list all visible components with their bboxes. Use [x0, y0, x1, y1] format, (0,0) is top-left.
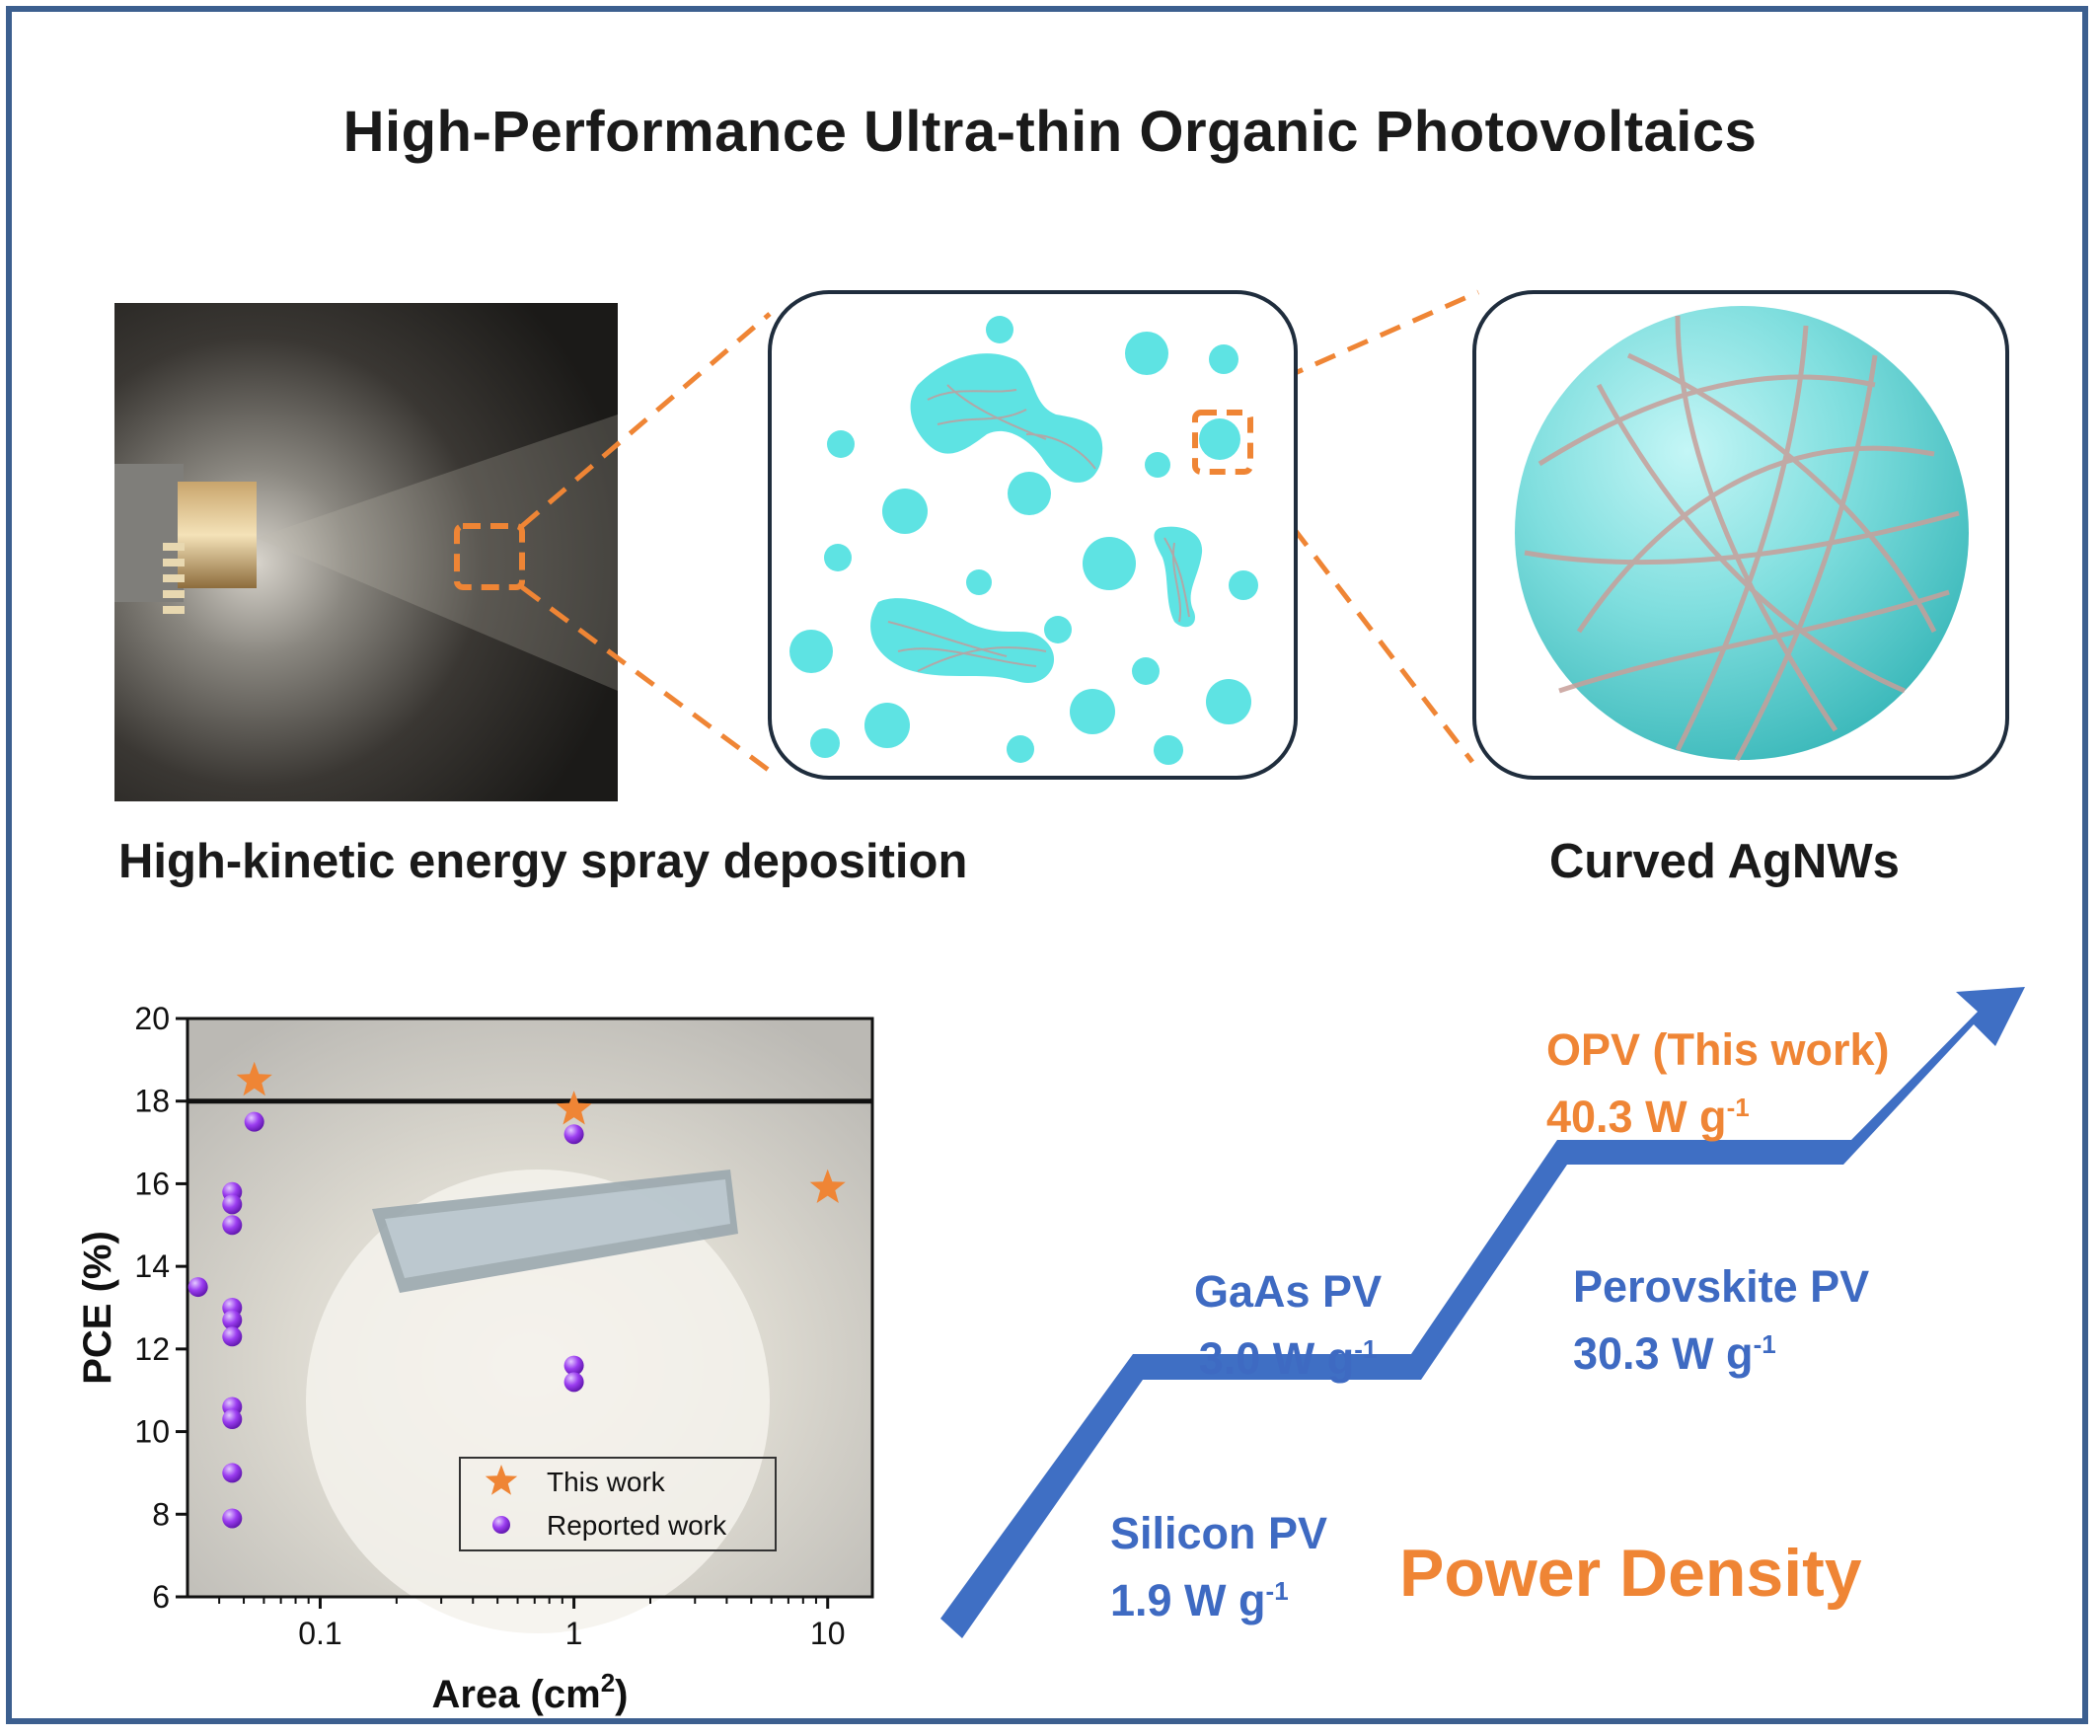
reported-work-point	[222, 1215, 243, 1236]
legend-sphere-icon	[492, 1516, 510, 1534]
droplet-panel	[768, 290, 1298, 780]
figure-title: High-Performance Ultra-thin Organic Phot…	[342, 100, 1758, 164]
perovskite-unit-exp: -1	[1753, 1329, 1776, 1359]
y-axis-title: PCE (%)	[76, 1231, 119, 1385]
reported-work-point	[222, 1508, 243, 1529]
silicon-unit-exp: -1	[1265, 1576, 1289, 1606]
y-tick-label: 10	[134, 1414, 170, 1450]
reported-work-point	[563, 1124, 584, 1145]
agnw-caption: Curved AgNWs	[1549, 835, 1900, 888]
legend-reported-work-label: Reported work	[547, 1510, 727, 1541]
gaas-value: 3.0 W g	[1198, 1333, 1355, 1384]
legend-box	[459, 1457, 777, 1551]
reported-work-point	[222, 1194, 243, 1215]
y-tick-label: 20	[134, 1001, 170, 1036]
chart-background-photo	[188, 1019, 872, 1633]
spray-caption: High-kinetic energy spray deposition	[118, 835, 968, 888]
reported-work-point	[222, 1463, 243, 1483]
this-work-point	[556, 1091, 592, 1125]
legend-star-icon	[485, 1465, 518, 1495]
reported-work-point	[244, 1111, 264, 1132]
silicon-name: Silicon PV	[1110, 1508, 1328, 1558]
spray-photo	[114, 303, 618, 801]
reported-work-point	[222, 1310, 243, 1330]
opv-value: 40.3 W g	[1546, 1092, 1727, 1142]
y-tick-label: 16	[134, 1166, 170, 1201]
perovskite-value: 30.3 W g	[1573, 1328, 1754, 1379]
this-work-point	[809, 1169, 846, 1203]
y-tick-label: 18	[134, 1084, 170, 1119]
reported-work-point	[222, 1409, 243, 1430]
silicon-value: 1.9 W g	[1110, 1575, 1266, 1625]
x-tick-label: 0.1	[298, 1616, 341, 1651]
nozzle-icon	[178, 482, 257, 588]
y-tick-label: 8	[152, 1496, 170, 1532]
agnw-sphere-panel	[1472, 290, 2009, 780]
reported-work-point	[222, 1326, 243, 1347]
legend-this-work-label: This work	[547, 1467, 666, 1497]
reported-work-point	[563, 1355, 584, 1376]
x-tick-label: 10	[810, 1616, 846, 1651]
this-work-point	[236, 1061, 272, 1096]
reported-work-point	[188, 1277, 208, 1298]
gaas-unit-exp: -1	[1354, 1334, 1378, 1364]
opv-name: OPV (This work)	[1546, 1024, 1890, 1075]
y-tick-label: 12	[134, 1331, 170, 1367]
y-tick-label: 6	[152, 1579, 170, 1615]
x-axis-title: Area (cm2)	[432, 1668, 629, 1716]
plot-frame	[186, 1017, 874, 1599]
droplet-sphere-icon	[1515, 306, 1969, 760]
staircase-arrow-icon	[940, 987, 2025, 1638]
perovskite-name: Perovskite PV	[1573, 1261, 1870, 1312]
zoom-box-droplet	[1192, 410, 1253, 475]
reported-work-point	[563, 1372, 584, 1393]
perovskite-label: Perovskite PV 30.3 W g-1	[1573, 1258, 1869, 1383]
opv-unit-exp: -1	[1726, 1093, 1750, 1122]
x-tick-label: 1	[565, 1616, 583, 1651]
power-density-label: Power Density	[1399, 1536, 1862, 1611]
zoom-box	[454, 523, 525, 590]
silicon-label: Silicon PV 1.9 W g-1	[1110, 1505, 1327, 1629]
opv-label: OPV (This work) 40.3 W g-1	[1546, 1021, 1890, 1146]
y-tick-label: 14	[134, 1248, 170, 1284]
gaas-name: GaAs PV	[1194, 1266, 1383, 1317]
gaas-label: GaAs PV 3.0 W g-1	[1194, 1263, 1382, 1388]
